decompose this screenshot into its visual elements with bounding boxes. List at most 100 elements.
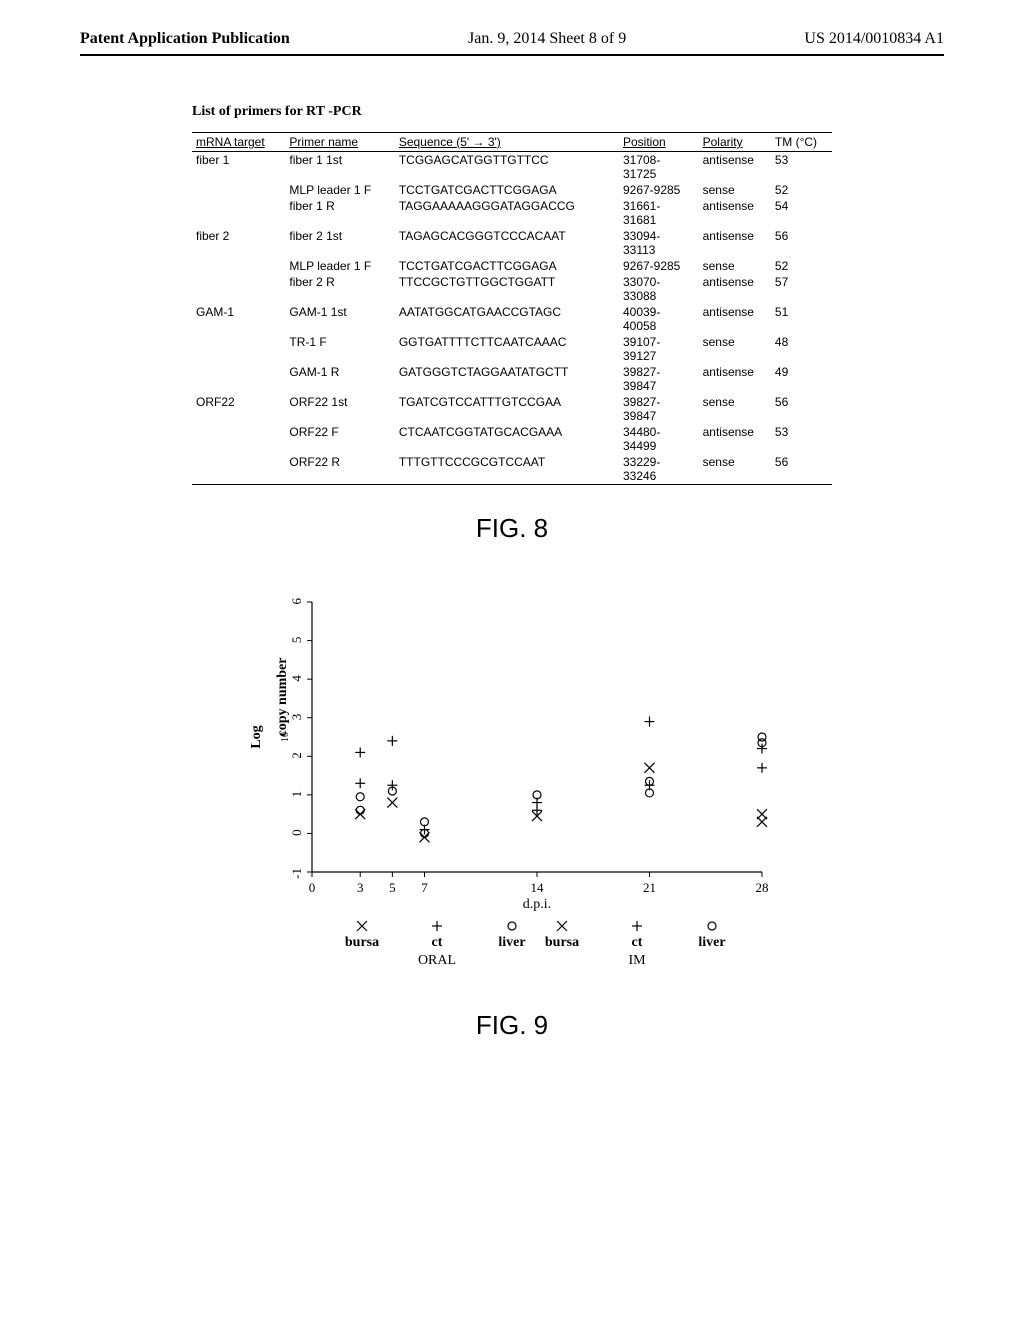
table-cell: fiber 1	[192, 152, 285, 183]
table-cell: antisense	[699, 152, 771, 183]
table-row: GAM-1GAM-1 1stAATATGGCATGAACCGTAGC40039-…	[192, 304, 832, 334]
col-seq: Sequence (5' → 3')	[395, 133, 619, 152]
svg-text:ct: ct	[632, 935, 643, 950]
col-primer: Primer name	[285, 133, 394, 152]
table-cell: 31708-31725	[619, 152, 699, 183]
header-mid: Jan. 9, 2014 Sheet 8 of 9	[468, 30, 626, 48]
svg-text:0: 0	[289, 829, 304, 836]
table-row: TR-1 FGGTGATTTTCTTCAATCAAAC39107-39127se…	[192, 334, 832, 364]
table-cell: 33229-33246	[619, 454, 699, 485]
svg-text:3: 3	[289, 714, 304, 721]
table-cell: 56	[771, 454, 832, 485]
table-cell: 53	[771, 424, 832, 454]
table-cell	[192, 364, 285, 394]
table-cell: 56	[771, 228, 832, 258]
svg-text:Log: Log	[249, 725, 264, 748]
svg-text:liver: liver	[498, 935, 525, 950]
table-cell: fiber 1 1st	[285, 152, 394, 183]
table-row: fiber 1fiber 1 1stTCGGAGCATGGTTGTTCC3170…	[192, 152, 832, 183]
svg-text:5: 5	[389, 880, 396, 895]
table-cell: ORF22 1st	[285, 394, 394, 424]
svg-text:bursa: bursa	[545, 935, 579, 950]
table-cell: 54	[771, 198, 832, 228]
table-cell: 48	[771, 334, 832, 364]
table-cell: TCCTGATCGACTTCGGAGA	[395, 182, 619, 198]
svg-text:-1: -1	[289, 868, 304, 879]
table-cell: 52	[771, 182, 832, 198]
table-cell: GGTGATTTTCTTCAATCAAAC	[395, 334, 619, 364]
table-cell: AATATGGCATGAACCGTAGC	[395, 304, 619, 334]
table-cell: 33070-33088	[619, 274, 699, 304]
col-target: mRNA target	[192, 133, 285, 152]
table-cell: antisense	[699, 304, 771, 334]
svg-text:0: 0	[309, 880, 316, 895]
table-cell: antisense	[699, 198, 771, 228]
table-cell: 52	[771, 258, 832, 274]
table-cell: sense	[699, 258, 771, 274]
table-cell: antisense	[699, 424, 771, 454]
table-cell	[192, 424, 285, 454]
table-cell: TCGGAGCATGGTTGTTCC	[395, 152, 619, 183]
table-cell: TAGAGCACGGGTCCCACAAT	[395, 228, 619, 258]
table-row: MLP leader 1 FTCCTGATCGACTTCGGAGA9267-92…	[192, 182, 832, 198]
table-cell: GATGGGTCTAGGAATATGCTT	[395, 364, 619, 394]
table-cell: TTCCGCTGTTGGCTGGATT	[395, 274, 619, 304]
table-row: ORF22 RTTTGTTCCCGCGTCCAAT33229-33246sens…	[192, 454, 832, 485]
table-cell: fiber 2 R	[285, 274, 394, 304]
table-row: fiber 1 RTAGGAAAAAGGGATAGGACCG31661-3168…	[192, 198, 832, 228]
page: Patent Application Publication Jan. 9, 2…	[0, 0, 1024, 1119]
scatter-chart: -101234560357142128d.p.i.Log10copy numbe…	[242, 592, 782, 912]
svg-text:7: 7	[421, 880, 428, 895]
table-cell: 40039-40058	[619, 304, 699, 334]
col-pol: Polarity	[699, 133, 771, 152]
table-title: List of primers for RT -PCR	[192, 104, 832, 120]
table-cell: CTCAATCGGTATGCACGAAA	[395, 424, 619, 454]
table-cell: TAGGAAAAAGGGATAGGACCG	[395, 198, 619, 228]
col-pos: Position	[619, 133, 699, 152]
table-cell	[192, 258, 285, 274]
table-row: ORF22ORF22 1stTGATCGTCCATTTGTCCGAA39827-…	[192, 394, 832, 424]
table-body: fiber 1fiber 1 1stTCGGAGCATGGTTGTTCC3170…	[192, 152, 832, 485]
table-cell	[192, 334, 285, 364]
table-cell: fiber 1 R	[285, 198, 394, 228]
table-cell: fiber 2	[192, 228, 285, 258]
table-row: ORF22 FCTCAATCGGTATGCACGAAA34480-34499an…	[192, 424, 832, 454]
table-cell: ORF22 F	[285, 424, 394, 454]
table-cell: 31661-31681	[619, 198, 699, 228]
svg-text:1: 1	[289, 791, 304, 798]
table-cell	[192, 454, 285, 485]
table-row: fiber 2 RTTCCGCTGTTGGCTGGATT33070-33088a…	[192, 274, 832, 304]
svg-text:ORAL: ORAL	[418, 953, 456, 968]
table-cell: TCCTGATCGACTTCGGAGA	[395, 258, 619, 274]
table-cell: fiber 2 1st	[285, 228, 394, 258]
table-cell: 39107-39127	[619, 334, 699, 364]
table-cell: antisense	[699, 274, 771, 304]
svg-text:6: 6	[289, 598, 304, 605]
svg-text:21: 21	[643, 880, 656, 895]
table-cell: 53	[771, 152, 832, 183]
svg-text:4: 4	[289, 675, 304, 682]
header-right: US 2014/0010834 A1	[804, 30, 944, 48]
table-cell: TR-1 F	[285, 334, 394, 364]
svg-text:5: 5	[289, 637, 304, 644]
table-row: MLP leader 1 FTCCTGATCGACTTCGGAGA9267-92…	[192, 258, 832, 274]
header-left: Patent Application Publication	[80, 30, 290, 48]
primer-table-block: List of primers for RT -PCR mRNA target …	[192, 104, 832, 485]
table-cell: GAM-1 R	[285, 364, 394, 394]
svg-text:ct: ct	[432, 935, 443, 950]
table-cell: TTTGTTCCCGCGTCCAAT	[395, 454, 619, 485]
table-cell: 49	[771, 364, 832, 394]
table-cell: 51	[771, 304, 832, 334]
table-cell: antisense	[699, 364, 771, 394]
table-cell: ORF22	[192, 394, 285, 424]
table-cell	[192, 274, 285, 304]
table-cell: MLP leader 1 F	[285, 258, 394, 274]
table-row: GAM-1 RGATGGGTCTAGGAATATGCTT39827-39847a…	[192, 364, 832, 394]
table-cell: sense	[699, 394, 771, 424]
table-cell: 9267-9285	[619, 182, 699, 198]
primer-table: mRNA target Primer name Sequence (5' → 3…	[192, 132, 832, 485]
figure-8-label: FIG. 8	[80, 513, 944, 544]
table-cell: antisense	[699, 228, 771, 258]
table-cell: TGATCGTCCATTTGTCCGAA	[395, 394, 619, 424]
table-cell: 9267-9285	[619, 258, 699, 274]
